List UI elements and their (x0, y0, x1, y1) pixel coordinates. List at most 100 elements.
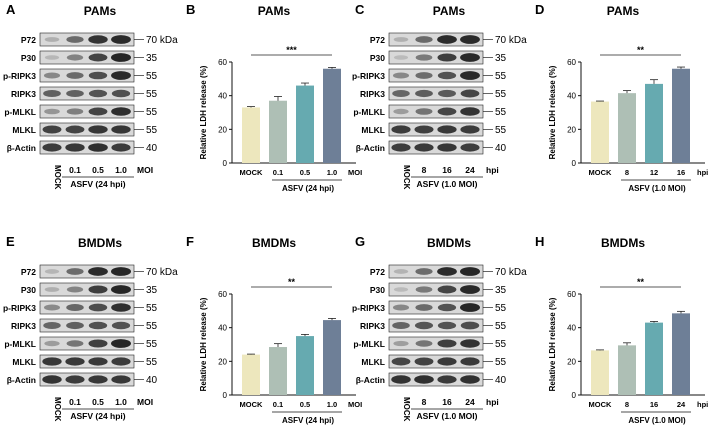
protein-band (437, 107, 457, 116)
blot-row-label: p-MLKL (4, 107, 36, 117)
condition-caption: ASFV (24 hpi) (282, 184, 334, 193)
panel-title: PAMs (84, 4, 117, 18)
protein-band (392, 304, 410, 311)
kda-marker-label: 70 kDa (495, 35, 527, 46)
lane-unit-label: hpi (486, 165, 499, 175)
lane-label: 0.1 (69, 165, 81, 175)
protein-band (437, 267, 457, 276)
significance-marker: ** (637, 277, 645, 287)
x-unit-label: hpi (697, 400, 708, 409)
y-axis-label: Relative LDH release (%) (199, 297, 208, 391)
condition-caption: ASFV (24 hpi) (70, 411, 125, 421)
protein-band (415, 304, 433, 311)
lane-label-mock: MOCK (53, 165, 62, 190)
kda-marker-label: 55 (495, 89, 507, 100)
blot-row-label: MLKL (361, 125, 385, 135)
kda-marker-label: 35 (495, 53, 507, 64)
chart-title: PAMs (258, 4, 291, 18)
protein-band (111, 125, 131, 134)
x-tick-label: MOCK (589, 168, 612, 177)
panel-letter: A (6, 2, 16, 17)
x-tick-label: 12 (650, 168, 658, 177)
protein-band (66, 54, 84, 61)
x-tick-label: 16 (650, 400, 658, 409)
blot-row-label: β-Actin (7, 143, 36, 153)
protein-band (88, 53, 108, 62)
protein-band (111, 35, 131, 44)
kda-marker-label: 55 (495, 107, 507, 118)
bar (323, 320, 341, 395)
protein-band (393, 269, 409, 274)
protein-band (66, 108, 84, 115)
protein-band (43, 89, 61, 98)
y-tick-label: 20 (218, 125, 227, 134)
condition-caption: ASFV (1.0 MOI) (417, 179, 478, 189)
kda-marker-label: 55 (146, 89, 158, 100)
kda-marker-label: 55 (495, 357, 507, 368)
blot-row-label: MLKL (12, 357, 36, 367)
blot-row-label: p-MLKL (353, 339, 385, 349)
panel-letter: B (186, 2, 195, 17)
protein-band (460, 107, 480, 116)
ldh-bar-chart: D PAMs Relative LDH release (%) 0 20 40 60 MOCK… (535, 2, 708, 193)
y-tick-label: 20 (567, 125, 576, 134)
protein-band (460, 53, 480, 62)
protein-band (66, 340, 84, 347)
chart-title: BMDMs (252, 236, 296, 250)
protein-band (44, 37, 60, 42)
protein-band (88, 339, 108, 348)
kda-marker-label: 70 kDa (146, 267, 178, 278)
protein-band (88, 321, 108, 330)
lane-unit-label: MOI (137, 165, 153, 175)
ldh-bar-chart: B PAMs Relative LDH release (%) 0 20 40 60 MOCK… (186, 2, 362, 193)
blot-row-label: P72 (370, 267, 385, 277)
protein-band (66, 89, 84, 98)
protein-band (88, 267, 108, 276)
protein-band (460, 303, 480, 312)
condition-caption: ASFV (1.0 MOI) (628, 416, 686, 425)
ldh-bar-chart: H BMDMs Relative LDH release (%) 0 20 40 60 MOC… (535, 234, 708, 425)
kda-marker-label: 55 (146, 125, 158, 136)
blot-row-label: β-Actin (7, 375, 36, 385)
protein-band (391, 143, 411, 152)
significance-marker: *** (286, 45, 297, 55)
protein-band (415, 72, 433, 79)
protein-band (437, 125, 457, 134)
protein-band (460, 285, 480, 294)
panel-letter: F (186, 234, 194, 249)
panel-title: PAMs (433, 4, 466, 18)
lane-label: 16 (442, 165, 452, 175)
protein-band (460, 143, 480, 152)
x-tick-label: 1.0 (327, 400, 337, 409)
x-unit-label: MOI (348, 400, 362, 409)
lane-label: 1.0 (115, 397, 127, 407)
protein-band (66, 304, 84, 311)
protein-band (66, 72, 84, 79)
protein-band (44, 108, 60, 115)
protein-band (460, 339, 480, 348)
protein-band (44, 287, 60, 292)
protein-band (111, 89, 131, 98)
blot-row-label: p-RIPK3 (352, 303, 385, 313)
protein-band (460, 321, 480, 330)
y-tick-label: 60 (567, 58, 576, 67)
y-axis-label: Relative LDH release (%) (548, 297, 557, 391)
protein-band (392, 90, 410, 97)
x-tick-label: 1.0 (327, 168, 337, 177)
y-tick-label: 20 (567, 357, 576, 366)
kda-marker-label: 40 (495, 375, 507, 386)
blot-row-label: P72 (370, 35, 385, 45)
y-tick-label: 0 (223, 391, 228, 400)
blot-row-label: P30 (21, 53, 36, 63)
western-blot-panel: A PAMs P72 70 kDa P30 35 p-RIPK3 55 RIPK3 55 p-MLK… (3, 2, 178, 190)
protein-band (111, 303, 131, 312)
protein-band (44, 269, 60, 274)
y-tick-label: 0 (572, 391, 577, 400)
bar (296, 85, 314, 163)
lane-label: 16 (442, 397, 452, 407)
x-unit-label: MOI (348, 168, 362, 177)
bar (242, 107, 260, 163)
y-tick-label: 40 (218, 92, 227, 101)
protein-band (66, 286, 84, 293)
kda-marker-label: 55 (146, 357, 158, 368)
